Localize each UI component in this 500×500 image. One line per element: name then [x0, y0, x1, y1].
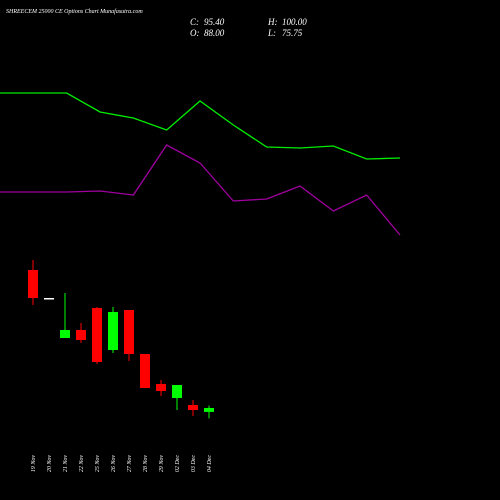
x-tick-label: 03 Dec	[191, 455, 197, 472]
candle-body	[188, 405, 198, 410]
summary-label: L:	[267, 28, 276, 38]
summary-value: 100.00	[282, 17, 307, 27]
summary-label: O:	[190, 28, 200, 38]
x-tick-label: 25 Nov	[95, 455, 101, 473]
x-tick-label: 26 Nov	[111, 455, 117, 473]
summary-value: 75.75	[282, 28, 303, 38]
line-series	[0, 92, 401, 160]
x-tick-label: 21 Nov	[63, 455, 69, 473]
candle-body	[92, 308, 102, 362]
line-series	[0, 144, 401, 236]
candle-body	[108, 312, 118, 350]
x-tick-label: 20 Nov	[47, 455, 53, 473]
candle-body	[156, 384, 166, 391]
candle-body	[172, 385, 182, 398]
x-tick-label: 28 Nov	[143, 455, 149, 473]
candle-body	[28, 270, 38, 298]
summary-value: 95.40	[204, 17, 225, 27]
x-tick-label: 29 Nov	[159, 455, 165, 473]
summary-label: C:	[190, 17, 199, 27]
x-tick-label: 04 Dec	[206, 455, 213, 472]
x-tick-label: 27 Nov	[127, 455, 133, 473]
candle-body	[124, 310, 134, 354]
candle-body	[204, 408, 214, 412]
x-tick-label: 02 Dec	[175, 455, 181, 472]
candle-body	[44, 298, 54, 300]
summary-value: 88.00	[204, 28, 225, 38]
candle-body	[60, 330, 70, 338]
chart-title: SHREECEM 25000 CE Options Chart Munafasu…	[6, 8, 143, 15]
candle-body	[140, 354, 150, 388]
x-tick-label: 19 Nov	[31, 455, 37, 473]
summary-label: H:	[267, 17, 278, 27]
candle-body	[76, 330, 86, 340]
x-tick-label: 22 Nov	[79, 455, 85, 473]
